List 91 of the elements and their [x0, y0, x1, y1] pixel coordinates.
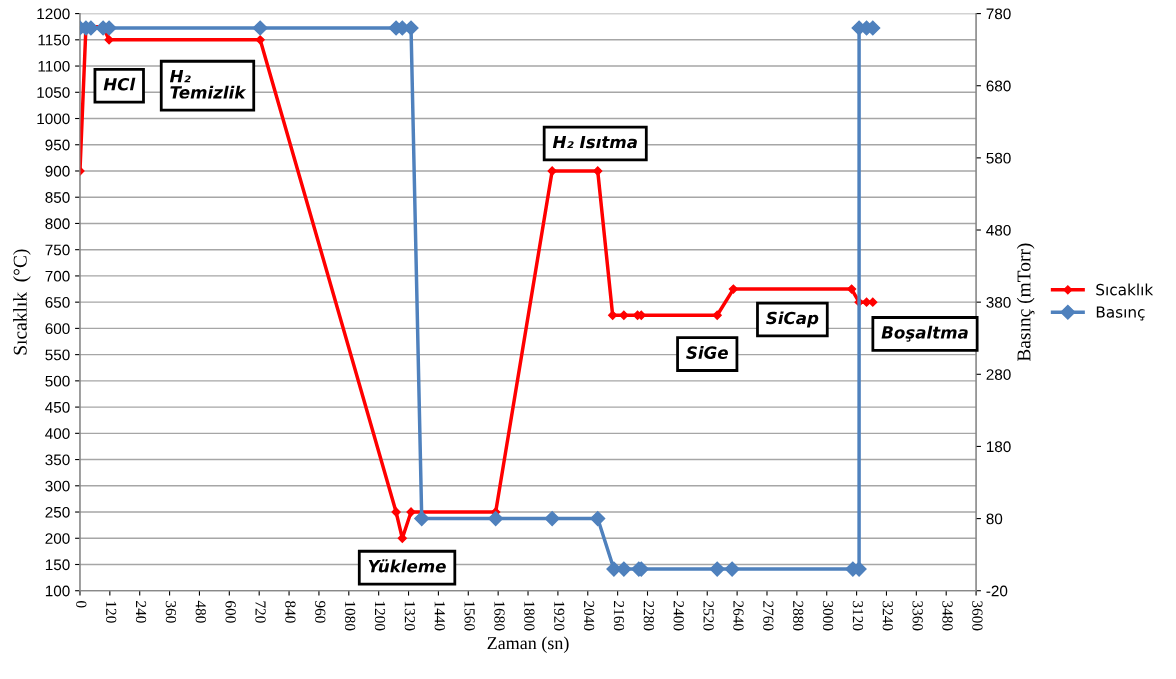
- x-tick-label: 2640: [733, 601, 744, 631]
- point: [709, 561, 725, 577]
- point: [724, 561, 740, 577]
- y2-tick-label: 180: [986, 441, 1011, 453]
- y-tick-label: 350: [45, 454, 70, 466]
- x-tick-label: 2400: [673, 601, 684, 631]
- y-tick-label: 500: [45, 375, 70, 387]
- x-tick-label: 120: [106, 601, 117, 623]
- y2-tick-label: 80: [986, 513, 1003, 525]
- x-tick-label: 3000: [822, 601, 834, 631]
- y-tick-label: 400: [45, 428, 70, 440]
- y-tick-label: 300: [45, 480, 70, 492]
- point: [547, 166, 557, 176]
- y-tick-label: 250: [45, 506, 70, 518]
- x-tick-label: 3240: [882, 601, 893, 631]
- point: [414, 511, 430, 527]
- x-tick-label: 1080: [344, 601, 356, 631]
- y-tick-label: 950: [45, 139, 70, 151]
- x-tick-label: 2280: [643, 601, 654, 631]
- y-tick-label: 750: [45, 244, 70, 256]
- y2-tick-label: 780: [986, 8, 1011, 20]
- x-tick-label: 240: [135, 601, 147, 623]
- point: [252, 20, 268, 36]
- point: [488, 511, 504, 527]
- annotation: Boşaltma: [881, 325, 968, 342]
- y-tick-label: 1050: [37, 87, 70, 98]
- x-tick-label: 3480: [942, 601, 953, 631]
- x-tick-label: 2520: [703, 601, 714, 631]
- x-tick-label: 2760: [763, 601, 774, 631]
- y-tick-label: 1150: [38, 34, 70, 46]
- x-tick-label: 1440: [434, 601, 445, 631]
- x-tick-label: 600: [225, 601, 236, 623]
- annotation: H₂ Temizlik: [169, 70, 247, 99]
- x-tick-label: 840: [285, 601, 296, 623]
- annotation: H₂ Isıtma: [552, 135, 637, 149]
- point: [590, 511, 606, 527]
- x-tick-label: 1920: [554, 601, 565, 631]
- legend-label: Basınç: [1096, 306, 1145, 321]
- y2-tick-label: 480: [986, 224, 1011, 236]
- y-tick-label: 450: [45, 401, 70, 413]
- y2-axis-title: Basınç (mTorr): [1016, 243, 1035, 362]
- point: [391, 507, 401, 517]
- annotation: Yükleme: [368, 559, 446, 573]
- y-tick-label: 100: [45, 585, 70, 597]
- point: [712, 310, 722, 320]
- y-axis-title: Sıcaklık (°C): [13, 249, 31, 355]
- y-tick-label: 700: [45, 270, 70, 282]
- y2-tick-label: 280: [986, 369, 1011, 380]
- x-tick-label: 3360: [912, 601, 923, 631]
- x-tick-label: 1200: [374, 601, 386, 631]
- y2-tick-label: 380: [986, 297, 1011, 308]
- x-tick-label: 2160: [613, 601, 625, 631]
- point: [619, 310, 629, 320]
- y2-tick-label: 580: [986, 152, 1011, 164]
- point: [544, 511, 560, 527]
- x-tick-label: 1320: [404, 601, 416, 631]
- y2-tick-label: -20: [986, 585, 1008, 597]
- y-tick-label: 850: [45, 192, 70, 203]
- x-tick-label: 0: [76, 601, 87, 608]
- legend-label: Sıcaklık: [1096, 283, 1154, 296]
- x-tick-label: 3120: [852, 601, 864, 631]
- y-tick-label: 550: [45, 349, 70, 361]
- y2-tick-label: 680: [986, 80, 1011, 92]
- y-tick-label: 1100: [38, 60, 70, 72]
- point: [868, 297, 878, 307]
- x-tick-label: 2040: [583, 601, 595, 631]
- point: [104, 35, 114, 45]
- y-tick-label: 600: [45, 323, 70, 335]
- x-tick-label: 360: [165, 601, 177, 623]
- x-tick-label: 480: [195, 600, 206, 623]
- point: [593, 166, 603, 176]
- annotation: SiGe: [686, 346, 728, 359]
- x-tick-label: 1680: [494, 601, 505, 631]
- annotation: HCl: [103, 77, 136, 91]
- point: [255, 35, 265, 45]
- x-tick-label: 1560: [464, 601, 475, 631]
- y-tick-label: 650: [45, 297, 70, 308]
- y-tick-label: 900: [45, 165, 70, 177]
- x-tick-label: 3600: [972, 601, 983, 631]
- x-axis-title: Zaman (sn): [487, 636, 569, 653]
- y-tick-label: 800: [45, 218, 70, 230]
- x-tick-label: 1800: [524, 601, 535, 631]
- x-tick-label: 720: [255, 601, 266, 623]
- y-tick-label: 1000: [37, 113, 70, 125]
- y-tick-label: 150: [45, 559, 70, 571]
- x-tick-label: 960: [315, 600, 326, 623]
- y-tick-label: 1200: [37, 8, 70, 20]
- annotation: SiCap: [766, 311, 819, 328]
- point: [608, 310, 618, 320]
- y-tick-label: 200: [45, 533, 70, 544]
- x-tick-label: 2880: [793, 601, 804, 631]
